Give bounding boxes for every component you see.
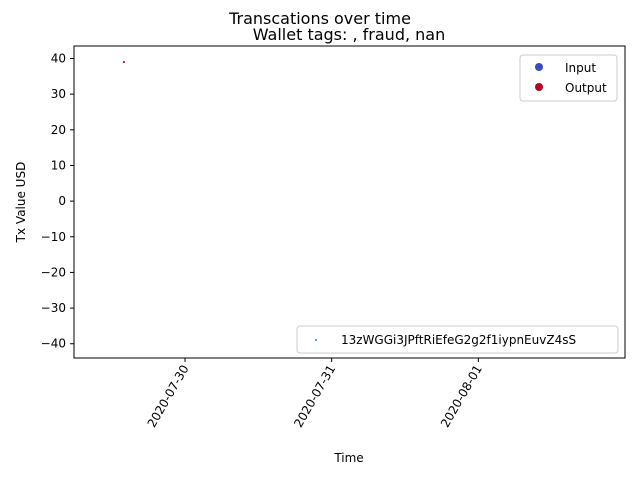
y-tick-label: 10 bbox=[51, 158, 66, 172]
y-axis-label: Tx Value USD bbox=[14, 162, 28, 244]
x-tick-label: 2020-07-30 bbox=[145, 363, 192, 430]
legend-marker-wallet bbox=[315, 339, 317, 341]
y-tick-label: −30 bbox=[41, 301, 66, 315]
chart-title: Transcations over time bbox=[228, 9, 411, 28]
legend-marker-input bbox=[535, 63, 543, 71]
y-tick-label: 0 bbox=[58, 194, 66, 208]
x-tick-label: 2020-08-01 bbox=[438, 363, 485, 430]
y-tick-label: −20 bbox=[41, 265, 66, 279]
axis-ticks bbox=[70, 57, 479, 362]
x-tick-labels: 2020-07-30 2020-07-31 2020-08-01 bbox=[145, 363, 485, 430]
plot-frame bbox=[73, 45, 626, 359]
y-tick-label: −40 bbox=[41, 337, 66, 351]
y-tick-label: 30 bbox=[51, 87, 66, 101]
legend-top-right: Input Output bbox=[519, 54, 618, 102]
y-tick-labels: 40 30 20 10 0 −10 −20 −30 −40 bbox=[41, 51, 66, 350]
legend-marker-output bbox=[535, 83, 543, 91]
x-tick-label: 2020-07-31 bbox=[291, 363, 338, 430]
legend-label-input: Input bbox=[565, 61, 596, 75]
x-axis-label: Time bbox=[333, 451, 363, 465]
legend-bottom-right: 13zWGGi3JPftRiEfeG2g2f1iypnEuvZ4sS bbox=[296, 325, 619, 354]
y-tick-label: 20 bbox=[51, 123, 66, 137]
y-tick-label: 40 bbox=[51, 51, 66, 65]
legend-label-wallet: 13zWGGi3JPftRiEfeG2g2f1iypnEuvZ4sS bbox=[341, 333, 576, 347]
y-tick-label: −10 bbox=[41, 230, 66, 244]
chart-subtitle: Wallet tags: , fraud, nan bbox=[253, 25, 445, 44]
legend-label-output: Output bbox=[565, 81, 607, 95]
data-points bbox=[122, 60, 126, 64]
data-point-output bbox=[122, 60, 126, 64]
